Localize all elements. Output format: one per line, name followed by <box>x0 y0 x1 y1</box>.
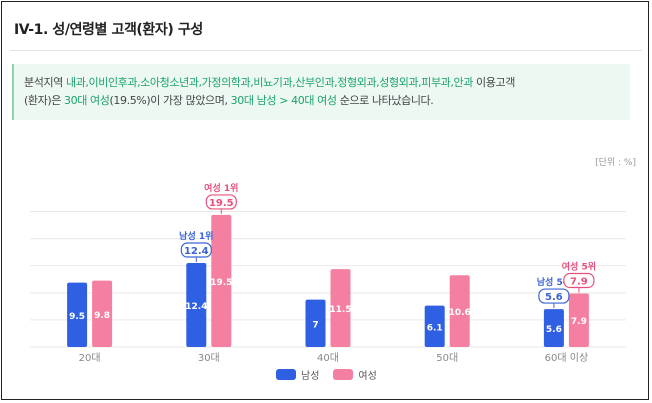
callout-rank-label: 여성 5위 <box>562 260 596 272</box>
bar-male <box>186 263 207 347</box>
bar-female <box>449 275 470 347</box>
bar-female <box>92 280 113 347</box>
summary-highlight-ranking: 30대 남성 > 40대 여성 <box>230 94 337 107</box>
callout-value: 5.6 <box>545 292 563 303</box>
summary-text: (환자)은 <box>24 94 65 107</box>
x-tick-label: 40대 <box>317 352 339 364</box>
data-label: 5.6 <box>546 325 562 335</box>
data-label: 12.4 <box>185 302 207 312</box>
bar-female <box>330 269 351 347</box>
data-label: 9.5 <box>69 312 85 322</box>
callout-value: 12.4 <box>184 246 209 257</box>
page-title: IV-1. 성/연령별 고객(환자) 구성 <box>14 22 203 38</box>
age-gender-bar-chart: 20대 9.5 9.8 30대 12.4 19.5 40대 7 11.5 50대 6.1 10.6 60… <box>30 182 626 364</box>
data-label: 19.5 <box>210 278 232 288</box>
data-label: 7 <box>312 320 318 330</box>
legend-item-male[interactable]: 남성 <box>276 367 319 382</box>
chart-legend: 남성 여성 <box>276 367 391 382</box>
data-label: 6.1 <box>427 323 443 333</box>
bar-female <box>568 293 589 347</box>
callout-rank-label: 남성 1위 <box>179 230 213 242</box>
summary-text: 이용고객 <box>472 76 515 89</box>
summary-text: 분석지역 <box>24 76 66 89</box>
data-label: 7.9 <box>571 317 587 327</box>
x-tick-label: 50대 <box>436 352 458 364</box>
legend-swatch-male <box>276 369 296 380</box>
x-tick-label: 20대 <box>79 352 101 364</box>
bar-female <box>211 214 232 347</box>
legend-label-female: 여성 <box>358 371 377 382</box>
callout-rank-label: 여성 1위 <box>204 182 238 194</box>
data-label: 11.5 <box>329 305 351 315</box>
bar-male <box>67 282 88 347</box>
title-divider <box>10 50 642 51</box>
summary-text: 순으로 나타났습니다. <box>336 94 434 107</box>
legend-item-female[interactable]: 여성 <box>333 367 377 382</box>
summary-highlight-departments: 내과,이비인후과,소아청소년과,가정의학과,비뇨기과,산부인과,정형외과,성형외… <box>65 76 473 89</box>
callout-rank-label: 남성 5위 <box>537 276 571 288</box>
summary-highlight-top: 30대 여성 <box>64 94 110 107</box>
legend-label-male: 남성 <box>301 371 320 382</box>
x-tick-label: 60대 이상 <box>545 352 589 364</box>
summary-line-1: 분석지역 내과,이비인후과,소아청소년과,가정의학과,비뇨기과,산부인과,정형외… <box>24 74 620 92</box>
x-tick-label: 30대 <box>198 352 220 364</box>
callout-value: 19.5 <box>209 198 234 209</box>
data-label: 10.6 <box>449 308 471 318</box>
summary-line-2: (환자)은 30대 여성(19.5%)이 가장 많았으며, 30대 남성 > 4… <box>24 92 620 110</box>
bar-male <box>543 309 564 347</box>
bar-male <box>424 305 445 347</box>
unit-label: [단위 : %] <box>595 158 636 168</box>
summary-box: 분석지역 내과,이비인후과,소아청소년과,가정의학과,비뇨기과,산부인과,정형외… <box>12 64 630 120</box>
bar-male <box>305 299 326 347</box>
callout-value: 7.9 <box>570 276 588 287</box>
summary-text: (19.5%)이 가장 많았으며, <box>109 94 231 107</box>
legend-swatch-female <box>333 369 354 380</box>
data-label: 9.8 <box>94 311 110 321</box>
